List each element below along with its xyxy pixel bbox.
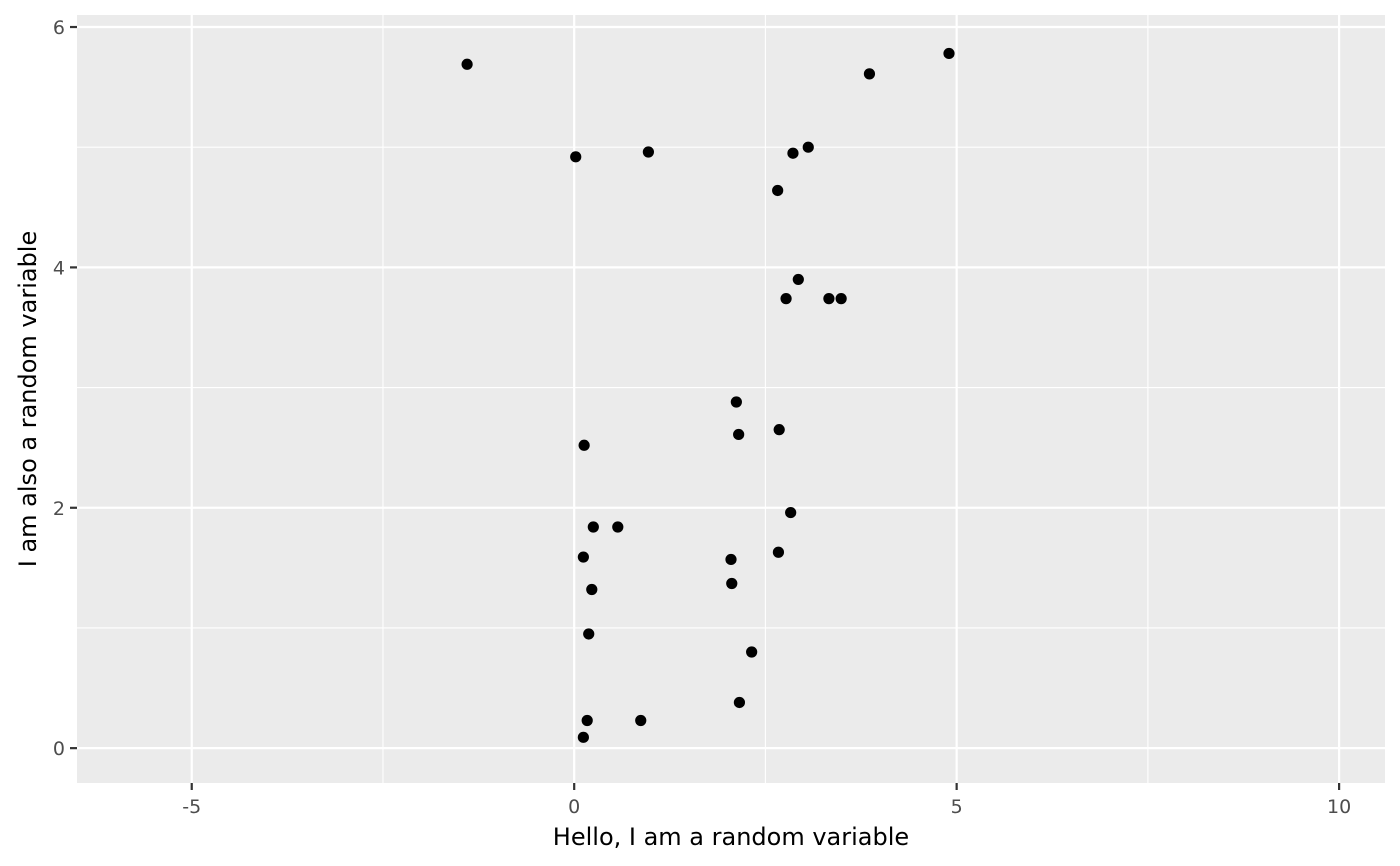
data-point — [733, 428, 745, 441]
data-point — [725, 553, 737, 566]
y-tick-label: 6 — [53, 17, 65, 39]
data-point — [780, 293, 792, 305]
plot-panel — [77, 15, 1385, 783]
data-point — [823, 293, 835, 305]
y-axis-title: I am also a random variable — [14, 231, 42, 567]
data-point — [802, 141, 814, 153]
data-point — [943, 47, 955, 60]
data-point — [863, 68, 876, 80]
y-tick-label: 0 — [53, 738, 65, 760]
y-tick-label: 2 — [53, 498, 65, 520]
data-point — [581, 714, 593, 727]
data-point — [772, 184, 784, 197]
data-point — [586, 583, 598, 596]
data-point — [577, 731, 589, 743]
data-point — [730, 396, 742, 408]
data-point — [577, 551, 589, 563]
data-point — [570, 151, 582, 163]
data-point — [578, 439, 590, 451]
x-tick-label: -5 — [182, 796, 201, 818]
data-point — [583, 628, 595, 640]
data-point — [835, 293, 847, 305]
data-point — [773, 424, 785, 436]
x-tick-label: 0 — [568, 796, 580, 818]
x-tick-label: 10 — [1327, 796, 1351, 818]
axis-ticks: -5 0 5 10 0 2 4 6 — [53, 17, 1351, 818]
grid-lines — [77, 15, 1385, 783]
x-tick-label: 5 — [951, 796, 963, 818]
data-point — [726, 577, 738, 590]
data-point — [461, 58, 473, 70]
data-point — [635, 714, 647, 727]
data-point — [587, 521, 599, 533]
data-point — [785, 506, 797, 519]
data-points — [461, 47, 955, 743]
data-point — [746, 646, 758, 658]
x-axis-title: Hello, I am a random variable — [553, 823, 909, 851]
data-point — [772, 546, 785, 558]
data-point — [792, 273, 804, 286]
data-point — [642, 146, 654, 158]
y-tick-label: 4 — [53, 257, 65, 279]
data-point — [787, 147, 799, 159]
data-point — [612, 521, 624, 533]
data-point — [733, 696, 746, 709]
